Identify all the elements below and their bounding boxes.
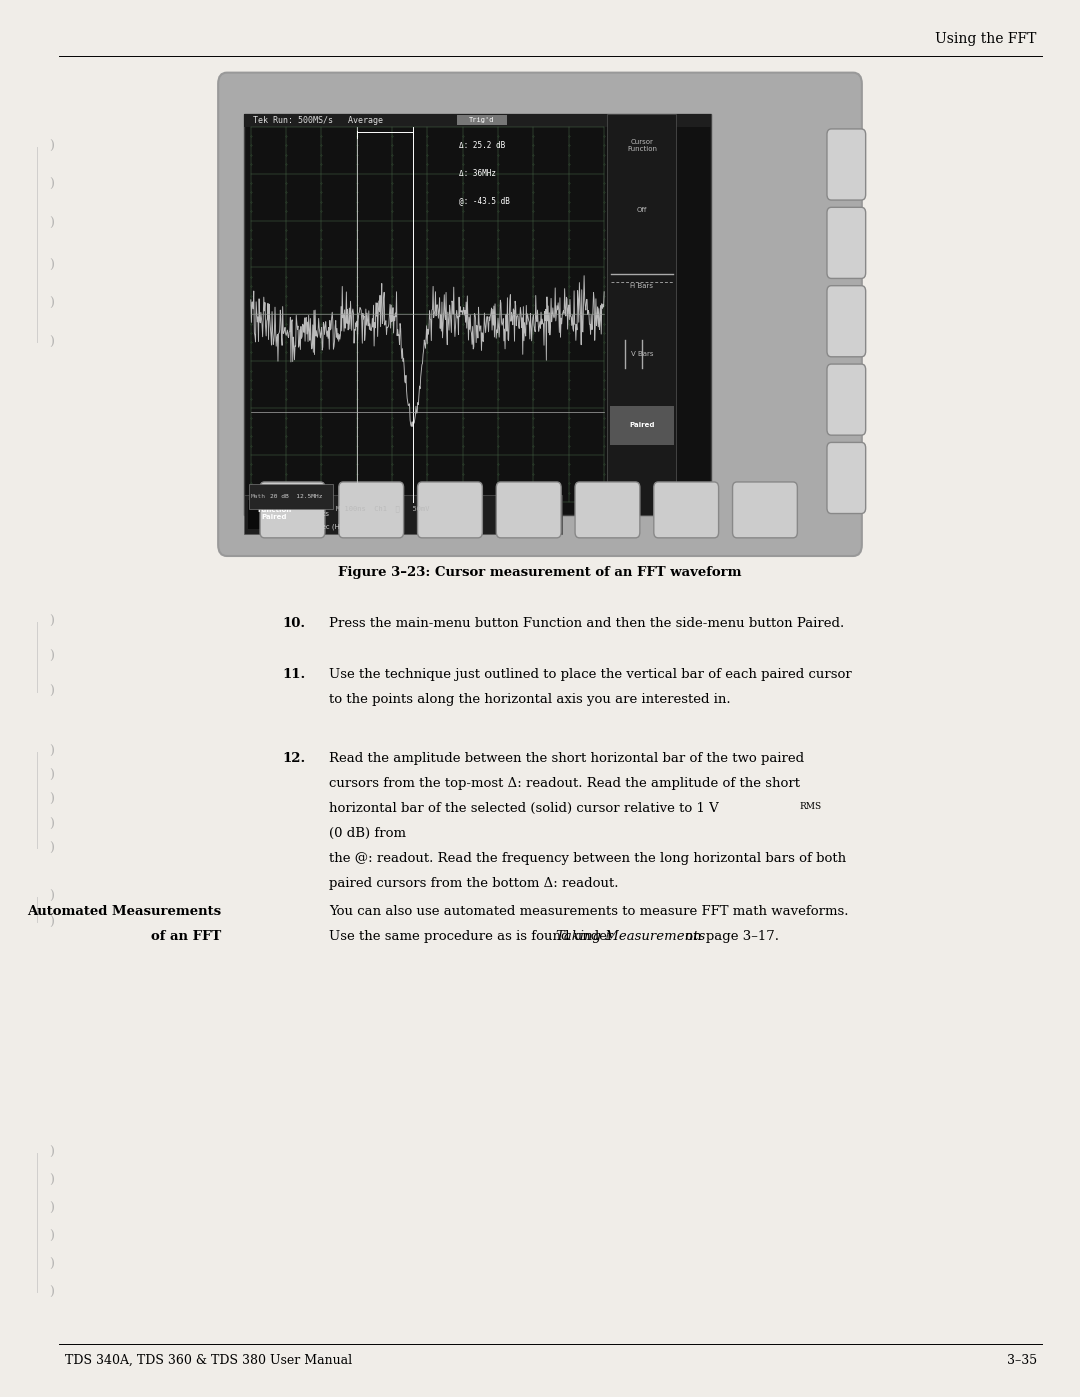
Text: ): ) bbox=[50, 335, 54, 349]
Text: Δ: 25.2 dB: Δ: 25.2 dB bbox=[459, 141, 505, 149]
Text: Cursor
Function: Cursor Function bbox=[627, 140, 657, 152]
Text: ): ) bbox=[50, 650, 54, 664]
FancyBboxPatch shape bbox=[497, 482, 562, 538]
Text: 11.: 11. bbox=[282, 668, 306, 680]
FancyBboxPatch shape bbox=[218, 73, 862, 556]
Text: ): ) bbox=[50, 615, 54, 629]
Text: 10.: 10. bbox=[283, 617, 306, 630]
Text: 20 dB  12.5MHz: 20 dB 12.5MHz bbox=[270, 495, 323, 499]
Text: Units: Units bbox=[311, 511, 329, 517]
Text: Tek Run: 500MS/s   Average: Tek Run: 500MS/s Average bbox=[253, 116, 383, 124]
FancyBboxPatch shape bbox=[827, 365, 866, 436]
Text: ): ) bbox=[50, 1173, 54, 1187]
Text: ): ) bbox=[50, 1146, 54, 1160]
Text: Time: Time bbox=[311, 497, 328, 504]
Text: Using the FFT: Using the FFT bbox=[935, 32, 1037, 46]
Bar bbox=[247, 500, 301, 529]
Text: Press the main-menu button Function and then the side-menu button Paired.: Press the main-menu button Function and … bbox=[329, 617, 845, 630]
Text: the @: readout. Read the frequency between the long horizontal bars of both: the @: readout. Read the frequency betwe… bbox=[329, 852, 847, 865]
Bar bbox=[609, 405, 674, 444]
Text: ): ) bbox=[50, 177, 54, 191]
Bar bbox=[457, 115, 508, 126]
Text: (0 dB) from: (0 dB) from bbox=[329, 827, 406, 840]
FancyBboxPatch shape bbox=[260, 482, 325, 538]
Text: ): ) bbox=[50, 1229, 54, 1243]
Bar bbox=[244, 113, 711, 127]
Text: to the points along the horizontal axis you are interested in.: to the points along the horizontal axis … bbox=[329, 693, 731, 705]
Bar bbox=[244, 496, 562, 534]
Text: 1/sec (Hz): 1/sec (Hz) bbox=[311, 524, 347, 531]
Text: Δ: 36MHz: Δ: 36MHz bbox=[459, 169, 497, 177]
FancyBboxPatch shape bbox=[339, 482, 404, 538]
FancyBboxPatch shape bbox=[827, 286, 866, 356]
Text: RMS: RMS bbox=[799, 802, 821, 810]
FancyBboxPatch shape bbox=[827, 207, 866, 278]
Text: Function
Paired: Function Paired bbox=[257, 507, 292, 520]
Text: Automated Measurements: Automated Measurements bbox=[27, 905, 221, 918]
Text: @: -43.5 dB: @: -43.5 dB bbox=[459, 197, 510, 205]
FancyBboxPatch shape bbox=[653, 482, 718, 538]
Text: Figure 3–23: Cursor measurement of an FFT waveform: Figure 3–23: Cursor measurement of an FF… bbox=[338, 566, 742, 578]
Text: H Bars: H Bars bbox=[631, 284, 653, 289]
Text: ): ) bbox=[50, 915, 54, 929]
Text: ): ) bbox=[50, 745, 54, 759]
Text: Off: Off bbox=[637, 207, 647, 214]
Text: ): ) bbox=[50, 768, 54, 782]
Text: ): ) bbox=[50, 685, 54, 698]
Text: 3–35: 3–35 bbox=[1007, 1354, 1037, 1366]
Text: paired cursors from the bottom Δ: readout.: paired cursors from the bottom Δ: readou… bbox=[329, 877, 619, 890]
FancyBboxPatch shape bbox=[827, 443, 866, 514]
Text: ): ) bbox=[50, 140, 54, 154]
Text: on page 3–17.: on page 3–17. bbox=[681, 930, 780, 943]
Text: Math: Math bbox=[251, 495, 266, 499]
FancyBboxPatch shape bbox=[575, 482, 639, 538]
Text: You can also use automated measurements to measure FFT math waveforms.: You can also use automated measurements … bbox=[329, 905, 849, 918]
Bar bbox=[248, 485, 333, 510]
Bar bbox=[244, 113, 711, 515]
FancyBboxPatch shape bbox=[827, 129, 866, 200]
Text: ): ) bbox=[50, 1257, 54, 1271]
Text: ): ) bbox=[50, 258, 54, 272]
Text: Use the technique just outlined to place the vertical bar of each paired cursor: Use the technique just outlined to place… bbox=[329, 668, 852, 680]
FancyBboxPatch shape bbox=[418, 482, 483, 538]
Text: ): ) bbox=[50, 841, 54, 855]
Text: V Bars: V Bars bbox=[631, 352, 653, 358]
Text: Paired: Paired bbox=[630, 422, 654, 429]
Text: Trig'd: Trig'd bbox=[470, 117, 495, 123]
FancyBboxPatch shape bbox=[732, 482, 797, 538]
Text: Taking Measurements: Taking Measurements bbox=[556, 930, 705, 943]
Bar bbox=[607, 113, 676, 515]
Text: 12.: 12. bbox=[282, 752, 306, 764]
Text: Read the amplitude between the short horizontal bar of the two paired: Read the amplitude between the short hor… bbox=[329, 752, 805, 764]
Text: Use the same procedure as is found under: Use the same procedure as is found under bbox=[329, 930, 618, 943]
Text: ): ) bbox=[50, 296, 54, 310]
Text: cursors from the top-most Δ: readout. Read the amplitude of the short: cursors from the top-most Δ: readout. Re… bbox=[329, 777, 800, 789]
Text: ): ) bbox=[50, 1201, 54, 1215]
Text: ): ) bbox=[50, 217, 54, 231]
Text: horizontal bar of the selected (solid) cursor relative to 1 V: horizontal bar of the selected (solid) c… bbox=[329, 802, 719, 814]
Text: M 100ns  Ch1  ∯   50mV: M 100ns Ch1 ∯ 50mV bbox=[336, 506, 429, 511]
Text: ): ) bbox=[50, 890, 54, 904]
Text: ): ) bbox=[50, 1285, 54, 1299]
Text: ): ) bbox=[50, 817, 54, 831]
Text: of an FFT: of an FFT bbox=[151, 930, 221, 943]
Text: TDS 340A, TDS 360 & TDS 380 User Manual: TDS 340A, TDS 360 & TDS 380 User Manual bbox=[65, 1354, 352, 1366]
Text: ): ) bbox=[50, 792, 54, 806]
